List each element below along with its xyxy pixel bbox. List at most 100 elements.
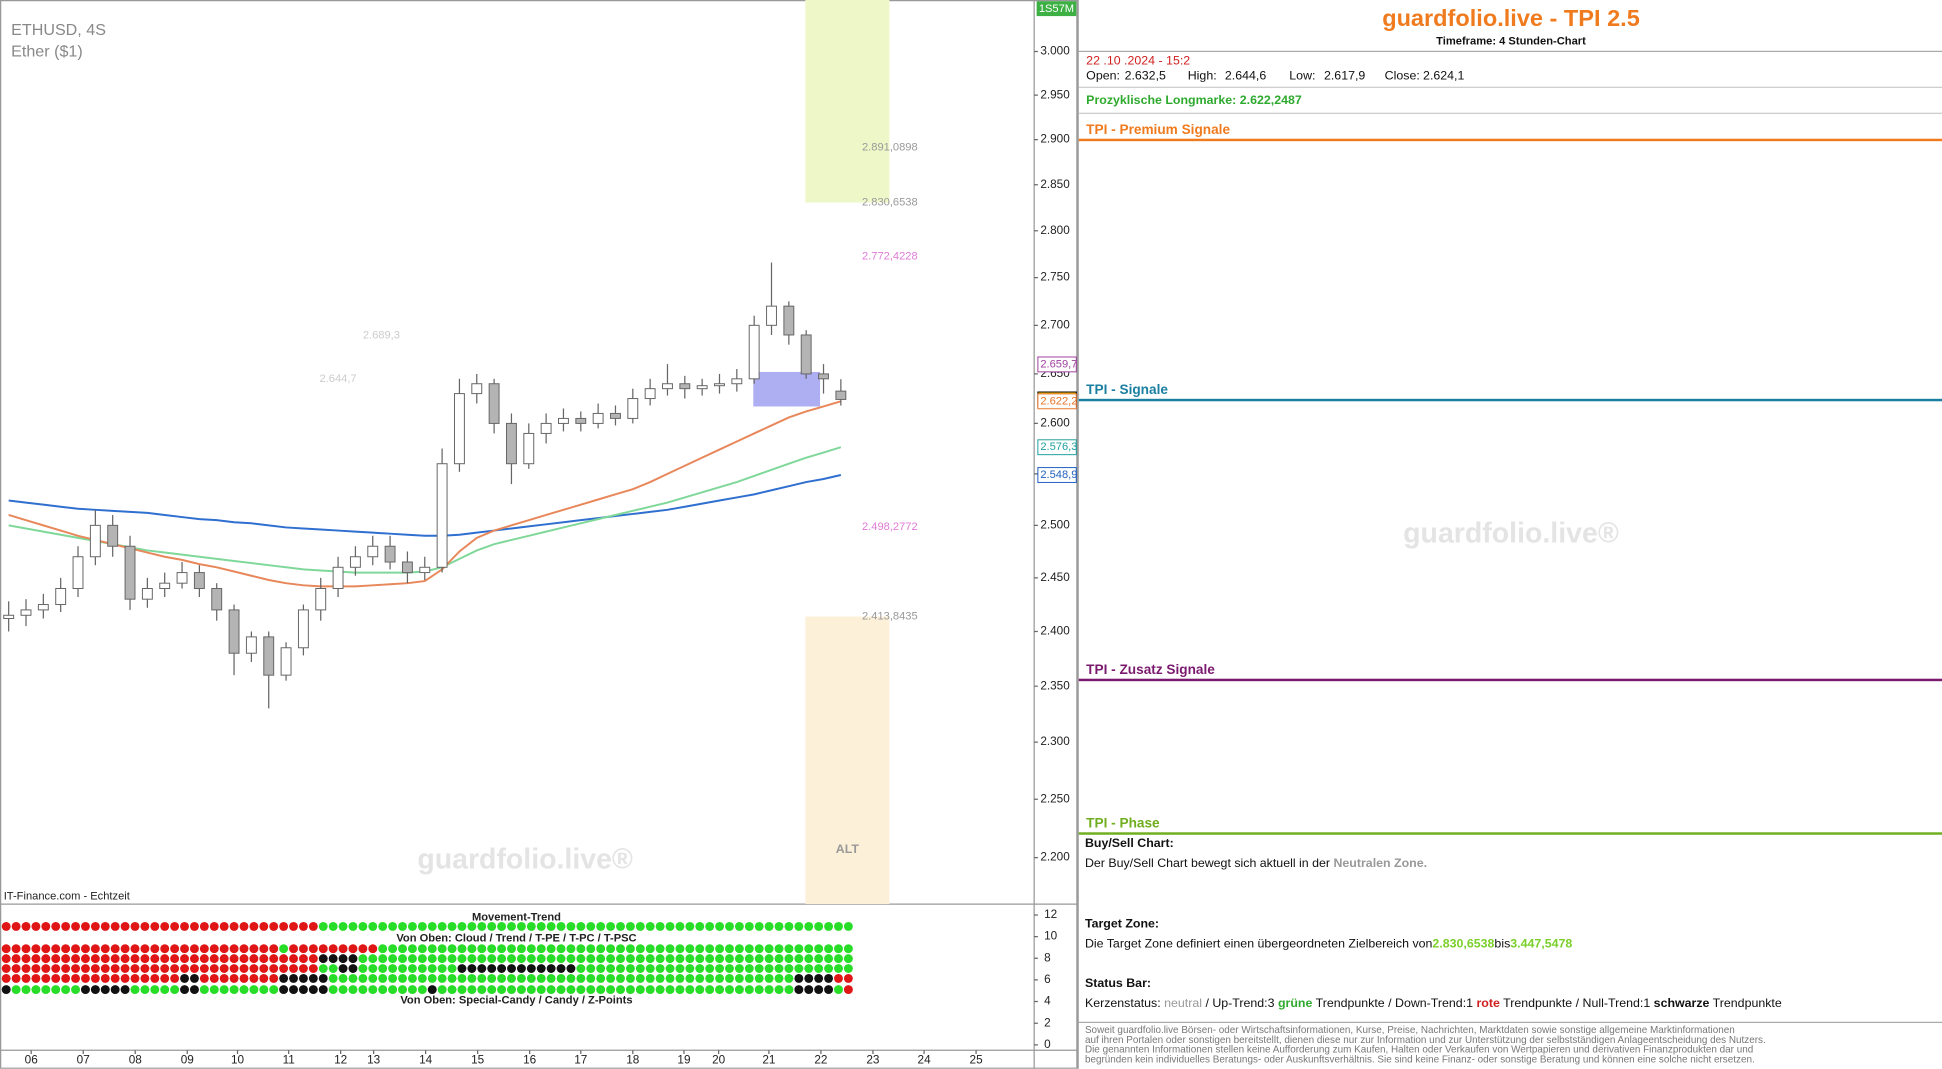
panel-title: Movement-Trend [472,912,561,924]
trend-dot [774,921,784,931]
trend-dot [507,973,516,983]
trend-dot [368,954,378,964]
x-tick-label: 12 [334,1053,347,1066]
buysell-title: Buy/Sell Chart: [1084,837,1174,851]
trend-dot [606,964,616,973]
trend-dot [269,944,279,954]
disclaimer: auf ihren Portalen oder sonstigen bereit… [1084,1034,1766,1046]
candle-body [523,432,535,465]
trend-dot [378,954,388,964]
candle-body [3,614,15,620]
trend-dot [298,921,308,931]
candle-body [558,417,569,424]
trend-dot [259,944,269,954]
trend-dot [239,973,249,983]
candle-body [193,572,205,590]
trend-dot [71,921,81,931]
trend-dot [417,985,427,995]
candle-body [696,385,708,390]
trend-dot [368,921,378,931]
trend-dot [675,985,685,995]
trend-dot [586,964,596,973]
trend-dot [625,985,635,995]
trend-dot [308,944,318,954]
trend-dot [705,964,715,973]
trend-dot [526,964,536,973]
trend-dot [80,964,90,973]
trend-dot [546,954,556,964]
trend-dot [1,921,11,931]
trend-dot [209,973,219,983]
trend-dot [437,973,447,983]
chart: 1S57M ETHUSD, 4S Ether ($1) IT-Finance.c… [0,0,1078,1069]
trend-dot [348,985,358,995]
y-tick-label: 2.600 [1040,417,1070,430]
trend-dot [298,954,308,964]
trend-dot [21,964,31,973]
candle-body [297,609,309,649]
trend-dot [61,954,71,964]
trend-dot [774,973,784,983]
watermark: guardfolio.live® [417,843,633,875]
trend-dot [516,964,526,973]
trend-dot [774,985,784,995]
ohlc-label: Open: [1086,69,1120,83]
trend-dot [586,973,596,983]
panel-tick-label: 4 [1044,995,1051,1008]
trend-dot [358,954,368,964]
panel-tick-label: 2 [1044,1016,1051,1029]
trend-dot [239,921,249,931]
trend-dot [744,973,754,983]
trend-dot [11,954,21,964]
trend-dot [665,973,675,983]
trend-dot [170,973,180,983]
trend-dot [655,973,665,983]
date: 22 .10 .2024 - 15:2 [1086,54,1191,69]
trend-dot [170,944,180,954]
text: / Up-Trend:3 [1205,997,1275,1011]
trend-dot [120,973,130,983]
trend-dot [477,921,487,931]
trend-dot [606,973,616,983]
panel-tick-label: 0 [1044,1038,1051,1051]
trend-dot [150,973,160,983]
trend-dot [834,921,843,931]
candle-body [644,388,656,400]
trend-dot [71,964,81,973]
candle-body [453,393,465,465]
trend-dot [180,964,189,973]
trend-dot [398,921,407,931]
trend-dot [437,921,447,931]
trend-dot [388,964,398,973]
trend-dot [507,944,516,954]
trend-dot [437,954,447,964]
text: Die Target Zone definiert einen übergeor… [1084,937,1433,952]
x-tick-label: 07 [77,1053,90,1066]
y-tick-label: 2.500 [1040,518,1070,531]
trend-dot [150,944,160,954]
candle-body [211,588,223,611]
y-tick-label: 2.300 [1040,735,1070,748]
trend-dot [497,954,507,964]
trend-dot [497,985,507,995]
trend-dot [398,944,407,954]
section-line [1078,138,1942,142]
trend-dot [338,921,348,931]
trend-dot [497,964,507,973]
candle-body [505,422,517,465]
trend-dot [635,973,645,983]
trend-dot [576,944,586,954]
trend-dot [784,973,794,983]
trend-dot [784,944,794,954]
trend-dot [734,973,744,983]
panel-tick-label: 12 [1044,908,1057,921]
trend-dot [447,964,457,973]
y-tick-label: 2.850 [1040,178,1070,191]
x-tick-label: 20 [712,1053,726,1066]
y-tick-label: 2.800 [1040,224,1070,237]
trend-dot [616,944,625,954]
level-label: 2.772,4228 [862,250,918,262]
trend-dot [407,973,417,983]
trend-dot [784,964,794,973]
trend-dot [100,964,110,973]
